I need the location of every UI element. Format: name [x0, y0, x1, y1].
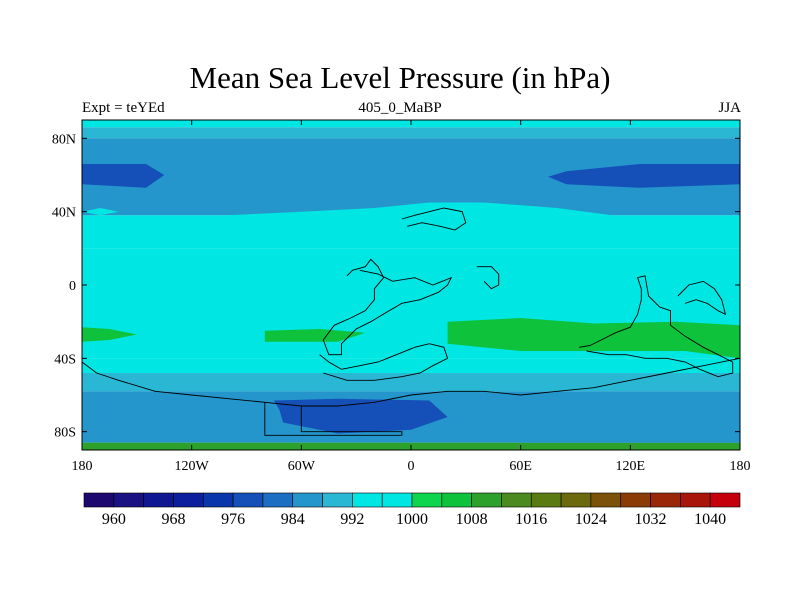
pressure-region-south-atlantic-high	[264, 329, 366, 342]
colorbar-swatch	[143, 492, 174, 508]
colorbar-label: 1040	[694, 511, 726, 528]
colorbar-swatch	[292, 492, 323, 508]
colorbar-swatch	[650, 492, 681, 508]
colorbar-swatch	[590, 492, 622, 508]
y-tick-label: 80N	[52, 132, 76, 147]
pressure-region-north-pacific-low-deep	[82, 164, 165, 188]
coastline-pacific-islands	[677, 280, 727, 316]
colorbar-label: 1000	[396, 511, 428, 528]
colorbar-swatch	[709, 492, 741, 508]
pressure-region-antarctic-margin-low	[520, 431, 740, 443]
x-tick-label: 60E	[509, 459, 532, 474]
colorbar-label: 968	[161, 511, 185, 528]
y-tick-label: 40N	[52, 206, 76, 221]
colorbar-label: 960	[102, 511, 126, 528]
colorbar-swatch	[411, 492, 443, 508]
pressure-region-south-pacific-high	[82, 327, 137, 342]
x-tick-label: 180	[730, 459, 751, 474]
pressure-band-1	[82, 127, 740, 139]
pressure-band-6	[82, 373, 740, 392]
x-tick-label: 180	[72, 459, 93, 474]
pressure-region-north-pacific-moderate	[82, 255, 238, 293]
colorbar-swatch	[530, 492, 562, 508]
colorbar-label: 992	[340, 511, 364, 528]
coastline-antarctica-shelf	[82, 357, 740, 407]
pressure-region-east-pacific-small-cyan	[82, 208, 119, 216]
coastline-north-mediterranean	[401, 207, 467, 231]
y-tick-label: 80S	[54, 426, 76, 441]
colorbar-swatch	[322, 492, 353, 508]
colorbar-swatch	[680, 492, 711, 508]
colorbar-label: 1008	[456, 511, 488, 528]
x-tick-label: 120E	[616, 459, 646, 474]
coastline-south-america-region	[319, 343, 449, 381]
coastline-antarctica-inner	[264, 402, 403, 436]
colorbar-swatch	[262, 492, 294, 508]
pressure-band-5	[82, 358, 740, 373]
colorbar-swatch	[441, 492, 472, 508]
colorbar-label: 976	[221, 511, 245, 528]
colorbar-swatch	[352, 492, 383, 508]
colorbar-swatch	[381, 492, 413, 508]
pressure-region-southern-ocean-deep-low	[273, 398, 448, 434]
colorbar-swatch	[620, 492, 651, 508]
x-tick-label: 0	[408, 459, 415, 474]
colorbar-swatch	[202, 492, 234, 508]
pressure-region-eq-africa-moderate	[337, 257, 567, 318]
colorbar-label: 1024	[575, 511, 607, 528]
coastline-africa-region	[322, 258, 453, 356]
coastline-arabia	[476, 266, 500, 290]
colorbar-swatch	[560, 492, 592, 508]
colorbar-swatch	[173, 492, 204, 508]
colorbar-swatch	[113, 492, 144, 508]
colorbar-swatch	[501, 492, 532, 508]
subtitle-experiment: Expt = teYEd	[82, 100, 165, 116]
colorbar-label: 984	[281, 511, 305, 528]
colorbar-label: 1016	[515, 511, 547, 528]
colorbar-swatch	[471, 492, 502, 508]
colorbar-label: 1032	[635, 511, 667, 528]
y-tick-label: 0	[69, 279, 76, 294]
coastline-australia-asia-region	[579, 275, 734, 378]
x-tick-label: 120W	[175, 459, 210, 474]
y-tick-label: 40S	[54, 352, 76, 367]
colorbar-swatch	[232, 492, 264, 508]
pressure-region-indian-ocean-high	[447, 318, 740, 359]
subtitle-period: 405_0_MaBP	[358, 100, 442, 116]
pressure-region-north-asia-low-deep	[548, 164, 740, 188]
x-tick-label: 60W	[288, 459, 316, 474]
chart-title: Mean Sea Level Pressure (in hPa)	[189, 60, 611, 95]
subtitle-season: JJA	[718, 100, 741, 116]
colorbar-swatch	[83, 492, 115, 508]
